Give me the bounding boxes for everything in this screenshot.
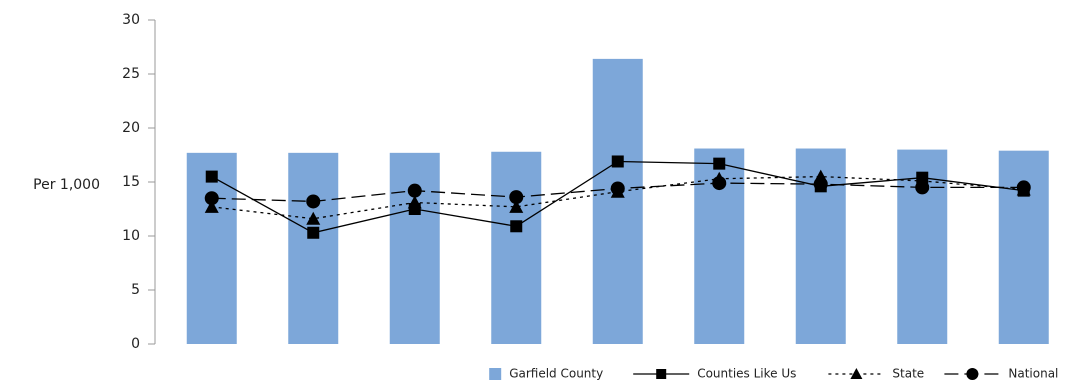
marker-circle [1016, 180, 1031, 195]
marker-square [510, 220, 523, 233]
marker-circle [306, 194, 321, 209]
y-tick-label: 30 [122, 12, 140, 28]
marker-circle [204, 191, 219, 206]
bar [389, 152, 440, 344]
y-tick-label: 5 [131, 282, 140, 298]
marker-triangle [407, 195, 422, 209]
bar [592, 58, 643, 344]
legend-label: Counties Like Us [697, 367, 796, 381]
marker-square [205, 170, 218, 183]
marker-circle [407, 183, 422, 198]
marker-triangle [509, 199, 524, 213]
y-tick-label: 15 [122, 174, 140, 190]
marker-square [656, 369, 667, 379]
marker-triangle [204, 199, 219, 213]
marker-triangle [306, 211, 321, 225]
y-axis-label: Per 1,000 [33, 177, 100, 193]
bar [998, 150, 1049, 344]
legend-label: National [1008, 367, 1058, 381]
bar [288, 152, 339, 344]
legend-label: State [892, 367, 924, 381]
marker-circle [509, 190, 524, 205]
y-tick-label: 20 [122, 120, 140, 136]
y-tick-label: 25 [122, 66, 140, 82]
marker-circle [915, 180, 930, 195]
marker-triangle [850, 368, 863, 379]
y-tick-label: 10 [122, 228, 140, 244]
bar [491, 151, 542, 344]
marker-circle [966, 368, 979, 380]
marker-circle [712, 176, 727, 191]
line [211, 175, 1024, 220]
legend-swatch [489, 368, 502, 380]
legend-label: Garfield County [509, 367, 603, 381]
marker-circle [813, 177, 828, 192]
bar [186, 152, 237, 344]
marker-square [713, 157, 726, 170]
y-tick-label: 0 [131, 336, 140, 352]
marker-circle [610, 181, 625, 196]
marker-square [611, 155, 624, 168]
marker-square [307, 226, 320, 239]
